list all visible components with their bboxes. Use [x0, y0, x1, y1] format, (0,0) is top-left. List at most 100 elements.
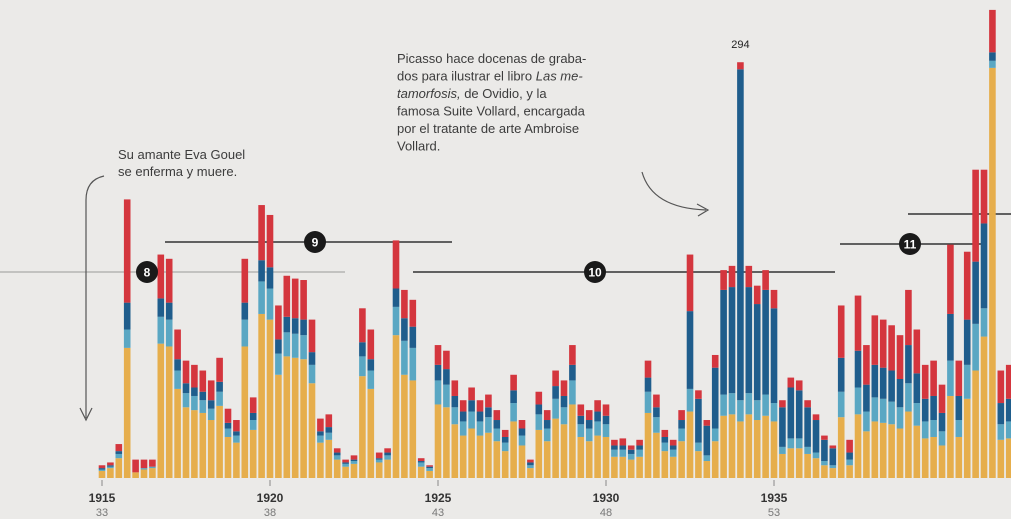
annotation-text: por el tratante de arte Ambroise — [397, 121, 579, 136]
bar-segment — [963, 364, 971, 399]
bar-segment — [762, 289, 769, 395]
bar-segment — [107, 468, 114, 478]
bar-segment — [585, 441, 593, 478]
bar-segment — [854, 414, 862, 478]
bar-segment — [224, 436, 232, 478]
bar-segment — [594, 435, 601, 478]
bar-segment — [443, 384, 450, 408]
bar-segment — [997, 424, 1005, 440]
age-label: 43 — [432, 507, 444, 519]
bar-segment — [989, 9, 996, 53]
bar-segment — [275, 339, 282, 354]
bar-segment — [510, 421, 517, 478]
bar-segment — [728, 287, 736, 394]
bar-segment — [896, 335, 904, 380]
bar-segment — [779, 400, 786, 408]
bar-segment — [846, 459, 853, 466]
bar-segment — [921, 421, 929, 439]
bar-segment — [241, 258, 249, 303]
bar-segment — [913, 329, 921, 374]
bar-segment — [317, 442, 324, 478]
bar-segment — [392, 335, 400, 478]
bar-segment — [619, 438, 627, 446]
bar-segment — [115, 451, 123, 454]
bar-segment — [829, 445, 837, 449]
bar-segment — [913, 403, 921, 426]
bar-segment — [283, 332, 291, 357]
bar-segment — [821, 461, 828, 466]
bar-segment — [636, 456, 643, 478]
bar-segment — [191, 410, 198, 478]
bar-segment — [745, 393, 753, 415]
bar-segment — [199, 412, 207, 478]
bar-segment — [728, 265, 736, 288]
bar-segment — [543, 420, 551, 429]
bar-segment — [938, 412, 946, 432]
bar-segment — [165, 346, 173, 478]
bar-segment — [879, 367, 887, 399]
bar-segment — [930, 395, 937, 421]
bar-segment — [434, 380, 442, 405]
bar-segment — [577, 436, 585, 478]
bar-segment — [997, 370, 1005, 404]
bar-segment — [594, 421, 601, 436]
arrow — [641, 171, 707, 211]
bar-segment — [501, 436, 509, 443]
bar-segment — [468, 428, 475, 478]
bar-segment — [720, 415, 727, 478]
bar-segment — [879, 422, 887, 478]
bar-segment — [821, 435, 828, 440]
annotation: dos para ilustrar el libro Las me- — [397, 69, 583, 84]
bar-segment — [207, 420, 215, 478]
bar-segment — [325, 427, 333, 433]
bar-segment — [317, 431, 324, 436]
bar-segment — [342, 466, 349, 478]
bar-segment — [182, 383, 190, 394]
bar-segment — [854, 350, 862, 388]
bar-segment — [905, 289, 912, 346]
bar-segment — [695, 390, 702, 399]
bar-segment — [737, 421, 744, 478]
bar-segment — [611, 445, 618, 450]
bar-segment — [636, 445, 643, 450]
bar-segment — [375, 452, 383, 459]
bar-segment — [804, 453, 811, 478]
bar-segment — [585, 410, 593, 421]
bar-segment — [930, 420, 937, 437]
bar-segment — [434, 345, 442, 365]
bar-segment — [787, 448, 795, 478]
bar-segment — [451, 424, 459, 478]
bar-segment — [921, 364, 929, 399]
bar-segment — [249, 420, 257, 430]
bar-segment — [703, 455, 711, 462]
bar-segment — [493, 410, 501, 421]
bar-segment — [485, 394, 492, 408]
bar-segment — [241, 302, 249, 320]
bar-segment — [627, 459, 635, 478]
bar-segment — [527, 465, 534, 469]
bar-segment — [123, 347, 131, 478]
bar-segment — [535, 414, 543, 430]
bar-segment — [165, 258, 173, 303]
bar-segment — [107, 462, 114, 466]
period-marker — [899, 233, 921, 255]
bar-segment — [98, 470, 106, 478]
annotation: Su amante Eva Gouel — [118, 147, 245, 162]
bar-segment — [417, 461, 425, 463]
bar-segment — [854, 295, 862, 351]
bar-segment — [602, 424, 610, 437]
bar-segment — [485, 407, 492, 418]
bar-segment — [283, 316, 291, 333]
bar-segment — [879, 319, 887, 368]
annotation-text: de Ovidio, y la — [461, 86, 548, 101]
period-label: 10 — [588, 266, 602, 280]
bar-segment — [107, 466, 114, 469]
bar-segment — [888, 401, 895, 425]
bar-segment — [871, 315, 879, 365]
bar-segment — [837, 417, 845, 478]
bar-segment — [686, 411, 694, 478]
bar-segment — [577, 424, 585, 437]
bar-segment — [216, 391, 223, 406]
bar-segment — [779, 453, 786, 478]
bar-segment — [501, 442, 509, 452]
